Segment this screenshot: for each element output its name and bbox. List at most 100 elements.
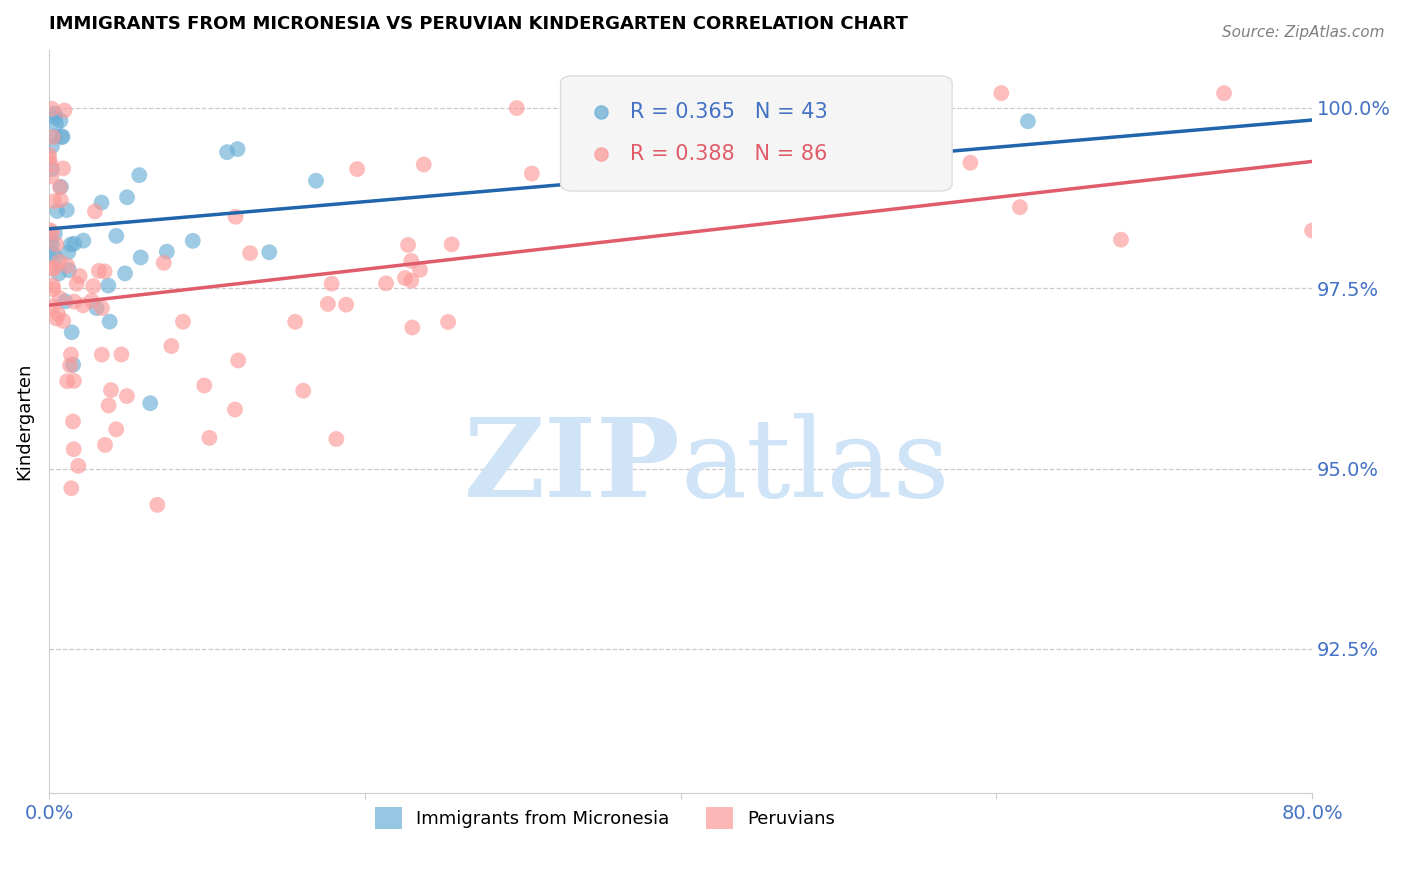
Point: [46, 307, 69, 321]
Point: [49, 113, 72, 128]
Point: [72, 234, 94, 248]
Point: [80, 293, 103, 308]
Point: [41, 226, 63, 240]
Point: [728, 699, 751, 714]
Point: [62, 358, 84, 372]
Point: [1301, 223, 1323, 237]
Point: [193, 378, 215, 392]
Point: [98, 315, 121, 329]
Point: [1008, 200, 1031, 214]
Point: [62, 415, 84, 429]
Point: [440, 237, 463, 252]
Point: [114, 266, 136, 280]
Point: [100, 383, 122, 397]
Point: [506, 101, 529, 115]
Point: [959, 155, 981, 169]
Point: [396, 238, 419, 252]
Text: atlas: atlas: [681, 413, 950, 520]
Point: [128, 168, 150, 182]
Point: [401, 320, 423, 334]
Point: [56, 202, 79, 217]
Point: [59, 359, 82, 373]
Point: [87, 264, 110, 278]
Point: [42, 261, 65, 276]
Point: [58, 263, 80, 277]
Point: [56, 259, 79, 273]
Point: [412, 157, 434, 171]
Point: [67, 458, 90, 473]
Point: [41, 162, 63, 177]
Point: [115, 190, 138, 204]
Point: [146, 498, 169, 512]
Point: [115, 389, 138, 403]
Point: [375, 277, 398, 291]
Point: [51, 129, 73, 144]
Point: [44, 129, 66, 144]
Point: [51, 130, 73, 145]
Point: [69, 268, 91, 283]
Point: [198, 431, 221, 445]
Legend: Immigrants from Micronesia, Peruvians: Immigrants from Micronesia, Peruvians: [367, 800, 842, 837]
Point: [110, 347, 132, 361]
Point: [52, 314, 75, 328]
Point: [224, 402, 246, 417]
Point: [394, 271, 416, 285]
Text: R = 0.388   N = 86: R = 0.388 N = 86: [630, 144, 827, 164]
Point: [59, 347, 82, 361]
Text: ZIP: ZIP: [464, 413, 681, 520]
Point: [226, 353, 249, 368]
Point: [316, 297, 339, 311]
Point: [45, 118, 67, 132]
Point: [63, 294, 86, 309]
Point: [152, 256, 174, 270]
Point: [58, 245, 80, 260]
Point: [42, 194, 65, 209]
Point: [39, 157, 62, 171]
Point: [226, 142, 249, 156]
Point: [239, 246, 262, 260]
Point: [63, 236, 86, 251]
Point: [60, 325, 83, 339]
Point: [520, 167, 543, 181]
Point: [49, 179, 72, 194]
Point: [1017, 114, 1039, 128]
Point: [53, 103, 76, 118]
Point: [42, 282, 65, 296]
Point: [41, 139, 63, 153]
Point: [48, 254, 70, 268]
Point: [45, 311, 67, 326]
Point: [59, 237, 82, 252]
Point: [572, 128, 595, 142]
Point: [53, 294, 76, 309]
Point: [42, 246, 65, 260]
Point: [44, 111, 66, 125]
Point: [94, 438, 117, 452]
Point: [129, 251, 152, 265]
Point: [52, 161, 75, 176]
Point: [284, 315, 307, 329]
Point: [90, 301, 112, 315]
Point: [399, 274, 422, 288]
Point: [39, 223, 62, 237]
Point: [181, 234, 204, 248]
Point: [335, 298, 357, 312]
Point: [409, 262, 432, 277]
Point: [305, 174, 328, 188]
Point: [41, 300, 63, 314]
Point: [56, 374, 79, 388]
Point: [160, 339, 183, 353]
Point: [62, 442, 84, 457]
Point: [84, 204, 107, 219]
Point: [39, 234, 62, 248]
Point: [63, 374, 86, 388]
Point: [90, 348, 112, 362]
Point: [72, 298, 94, 312]
Point: [217, 145, 239, 160]
Point: [66, 277, 89, 291]
Point: [44, 106, 66, 120]
Point: [48, 267, 70, 281]
Point: [257, 245, 280, 260]
Point: [49, 291, 72, 305]
Y-axis label: Kindergarten: Kindergarten: [15, 363, 32, 480]
Point: [97, 399, 120, 413]
